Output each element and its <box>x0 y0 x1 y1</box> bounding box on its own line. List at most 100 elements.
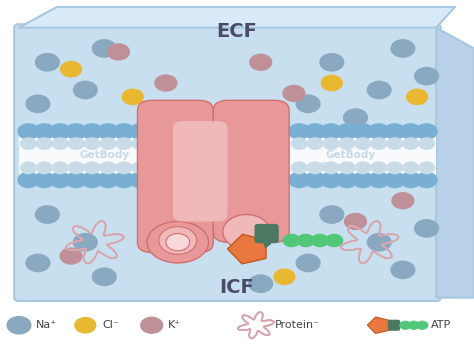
Circle shape <box>159 227 197 254</box>
Circle shape <box>408 321 419 329</box>
Circle shape <box>400 321 411 329</box>
Circle shape <box>353 172 374 188</box>
Circle shape <box>403 162 419 174</box>
Circle shape <box>274 269 295 284</box>
Circle shape <box>355 162 371 174</box>
Circle shape <box>18 172 39 188</box>
Circle shape <box>92 268 116 285</box>
Circle shape <box>387 138 402 149</box>
Text: GetBody
Smart.com: GetBody Smart.com <box>72 150 137 172</box>
Circle shape <box>129 124 150 139</box>
Circle shape <box>339 162 355 174</box>
Circle shape <box>114 172 135 188</box>
Circle shape <box>419 138 434 149</box>
Text: ECF: ECF <box>217 22 257 40</box>
Circle shape <box>21 162 36 174</box>
Circle shape <box>34 172 55 188</box>
Polygon shape <box>19 7 455 28</box>
Circle shape <box>60 248 82 264</box>
Circle shape <box>100 162 116 174</box>
Circle shape <box>407 89 428 104</box>
Circle shape <box>305 172 326 188</box>
Circle shape <box>132 138 148 149</box>
Circle shape <box>283 85 305 101</box>
Circle shape <box>82 172 102 188</box>
Circle shape <box>36 162 52 174</box>
Circle shape <box>53 162 68 174</box>
Circle shape <box>26 95 50 112</box>
Circle shape <box>392 193 414 209</box>
Circle shape <box>249 275 273 292</box>
Circle shape <box>114 124 135 139</box>
Circle shape <box>323 138 339 149</box>
Circle shape <box>283 234 300 247</box>
Circle shape <box>323 162 339 174</box>
Circle shape <box>141 317 163 333</box>
Circle shape <box>250 54 272 70</box>
Circle shape <box>368 172 389 188</box>
Circle shape <box>68 138 84 149</box>
Circle shape <box>416 172 437 188</box>
Circle shape <box>26 254 50 272</box>
Circle shape <box>116 138 132 149</box>
Circle shape <box>417 321 428 329</box>
Bar <box>19 131 436 180</box>
Circle shape <box>367 81 391 99</box>
Circle shape <box>108 44 129 60</box>
Circle shape <box>289 172 310 188</box>
FancyBboxPatch shape <box>213 100 289 242</box>
Circle shape <box>18 124 39 139</box>
Circle shape <box>50 124 71 139</box>
Circle shape <box>66 172 87 188</box>
Circle shape <box>400 124 421 139</box>
Circle shape <box>292 138 307 149</box>
Circle shape <box>132 162 148 174</box>
Circle shape <box>98 172 118 188</box>
Circle shape <box>7 317 31 334</box>
Circle shape <box>61 62 82 77</box>
Circle shape <box>36 54 59 71</box>
Circle shape <box>34 124 55 139</box>
Circle shape <box>337 172 357 188</box>
Text: K⁺: K⁺ <box>168 320 182 330</box>
Circle shape <box>371 162 387 174</box>
Circle shape <box>344 109 367 126</box>
Text: Cl⁻: Cl⁻ <box>102 320 118 330</box>
Circle shape <box>75 318 96 333</box>
Circle shape <box>384 172 405 188</box>
Circle shape <box>391 40 415 57</box>
Circle shape <box>311 234 328 247</box>
Circle shape <box>155 75 177 91</box>
Circle shape <box>320 206 344 223</box>
Circle shape <box>321 75 342 91</box>
Text: GetBody
Smart.com: GetBody Smart.com <box>319 150 383 172</box>
Circle shape <box>98 124 118 139</box>
Circle shape <box>296 95 320 112</box>
Circle shape <box>415 67 438 85</box>
Circle shape <box>73 81 97 99</box>
Circle shape <box>100 138 116 149</box>
Circle shape <box>391 261 415 279</box>
Polygon shape <box>436 28 474 298</box>
Polygon shape <box>263 239 273 247</box>
Text: ATP: ATP <box>431 320 452 330</box>
Text: ICF: ICF <box>219 278 255 297</box>
Circle shape <box>92 40 116 57</box>
Ellipse shape <box>147 221 209 263</box>
Circle shape <box>416 124 437 139</box>
Circle shape <box>296 254 320 272</box>
Circle shape <box>307 162 323 174</box>
Circle shape <box>36 138 52 149</box>
Circle shape <box>337 124 357 139</box>
Circle shape <box>84 138 100 149</box>
Circle shape <box>21 138 36 149</box>
Circle shape <box>166 234 190 251</box>
Circle shape <box>368 124 389 139</box>
Circle shape <box>326 234 343 247</box>
Circle shape <box>387 162 402 174</box>
Circle shape <box>289 124 310 139</box>
Circle shape <box>384 124 405 139</box>
Circle shape <box>116 162 132 174</box>
Circle shape <box>345 213 366 229</box>
FancyBboxPatch shape <box>388 320 400 331</box>
